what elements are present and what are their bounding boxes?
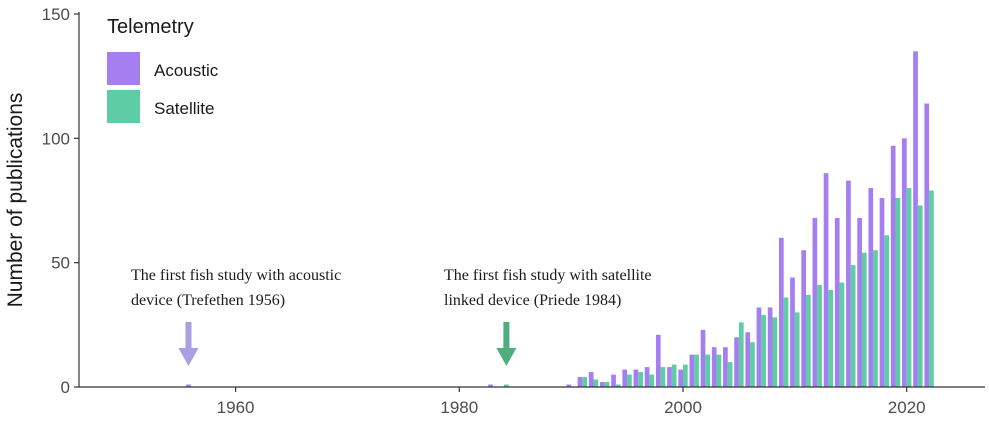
bar-acoustic-1994 — [611, 374, 616, 387]
bar-acoustic-2011 — [801, 250, 807, 387]
bar-satellite-2009 — [783, 297, 789, 387]
bar-satellite-2020 — [906, 188, 912, 387]
bar-satellite-2013 — [828, 290, 834, 387]
bar-satellite-2012 — [817, 285, 822, 387]
y-axis-label: Number of publications — [4, 93, 27, 308]
bar-satellite-2015 — [850, 265, 856, 387]
legend-swatch-acoustic — [107, 52, 140, 85]
bar-acoustic-1999 — [667, 367, 672, 387]
bar-acoustic-2007 — [756, 307, 762, 387]
annotation-acoustic-arrow — [178, 322, 199, 366]
bar-satellite-1994 — [615, 384, 621, 387]
legend-label-satellite: Satellite — [154, 99, 214, 118]
bar-satellite-2018 — [884, 235, 890, 387]
annotation-acoustic-line-2: device (Trefethen 1956) — [131, 292, 285, 309]
bar-acoustic-2003 — [711, 347, 717, 387]
bar-acoustic-2001 — [689, 354, 695, 387]
bar-acoustic-1983 — [488, 384, 493, 387]
bar-satellite-1993 — [604, 382, 610, 387]
bar-acoustic-2019 — [890, 145, 896, 387]
bar-satellite-1984 — [504, 384, 509, 387]
annotation-satellite-line-1: The first fish study with satellite — [444, 267, 652, 284]
bar-acoustic-2017 — [868, 188, 874, 387]
bar-acoustic-2005 — [734, 337, 739, 387]
ticks-layer: 0 50 100 150 1960 1980 2000 2020 — [42, 5, 926, 417]
arrow-shaft-satellite — [503, 322, 510, 350]
bar-acoustic-1992 — [588, 372, 594, 387]
arrow-shaft-acoustic — [185, 322, 192, 350]
x-tick-label-2020: 2020 — [888, 398, 926, 417]
bar-satellite-2021 — [917, 205, 923, 387]
legend-label-acoustic: Acoustic — [154, 61, 219, 80]
bar-satellite-2014 — [839, 282, 845, 387]
bar-acoustic-2000 — [678, 369, 683, 387]
arrow-head-acoustic — [178, 348, 199, 366]
y-tick-label-0: 0 — [61, 378, 70, 397]
bar-satellite-2003 — [716, 354, 722, 387]
bar-satellite-2002 — [705, 354, 711, 387]
annotation-satellite: The first fish study with satellite link… — [444, 267, 652, 366]
bar-satellite-1991 — [582, 377, 588, 387]
bar-acoustic-2009 — [778, 237, 784, 387]
bar-acoustic-1993 — [600, 382, 605, 387]
bar-acoustic-2015 — [846, 180, 851, 387]
bar-satellite-1995 — [627, 374, 632, 387]
bar-satellite-2016 — [861, 252, 867, 387]
annotation-acoustic: The first fish study with acoustic devic… — [131, 267, 341, 366]
bar-satellite-2000 — [683, 364, 688, 387]
bar-satellite-1992 — [593, 379, 599, 387]
bar-satellite-2007 — [761, 314, 766, 387]
legend-swatch-satellite — [107, 90, 140, 123]
annotation-acoustic-line-1: The first fish study with acoustic — [131, 267, 341, 284]
bar-acoustic-2013 — [823, 173, 829, 387]
y-tick-label-50: 50 — [51, 254, 70, 273]
x-tick-label-2000: 2000 — [664, 398, 702, 417]
bar-satellite-2008 — [772, 317, 778, 387]
bar-satellite-2006 — [750, 342, 755, 387]
legend-title: Telemetry — [107, 16, 194, 38]
bar-acoustic-2018 — [879, 198, 885, 387]
y-tick-label-100: 100 — [42, 129, 70, 148]
bar-acoustic-1998 — [655, 334, 661, 387]
bar-acoustic-2021 — [913, 51, 918, 388]
bar-satellite-1998 — [660, 367, 666, 387]
bar-acoustic-2002 — [700, 329, 706, 387]
bar-acoustic-2012 — [812, 217, 818, 387]
arrow-head-satellite — [496, 348, 517, 366]
legend: Telemetry Acoustic Satellite — [107, 16, 219, 123]
bar-satellite-1997 — [649, 374, 655, 387]
x-tick-label-1980: 1980 — [440, 398, 478, 417]
bar-satellite-2005 — [738, 322, 744, 387]
bar-acoustic-1991 — [577, 377, 583, 387]
bar-satellite-1999 — [671, 364, 677, 387]
bar-acoustic-1956 — [186, 384, 191, 387]
bar-acoustic-2014 — [834, 217, 840, 387]
bar-satellite-1996 — [638, 372, 643, 387]
bar-satellite-2022 — [929, 190, 934, 387]
axes-layer — [78, 12, 985, 388]
bar-acoustic-2020 — [902, 138, 907, 387]
bar-acoustic-2016 — [857, 217, 862, 387]
bar-satellite-2011 — [806, 294, 811, 387]
annotation-satellite-arrow — [496, 322, 517, 366]
bar-acoustic-2006 — [745, 332, 751, 387]
bar-acoustic-2004 — [723, 347, 728, 387]
x-tick-label-1960: 1960 — [217, 398, 255, 417]
bar-acoustic-2008 — [767, 307, 773, 387]
bar-acoustic-1990 — [566, 384, 572, 387]
annotation-satellite-line-2: linked device (Priede 1984) — [444, 292, 621, 309]
y-tick-label-150: 150 — [42, 5, 70, 24]
bar-satellite-2019 — [895, 198, 901, 387]
bar-satellite-2017 — [873, 250, 878, 387]
bar-acoustic-2010 — [790, 277, 795, 387]
bars-layer — [186, 51, 934, 388]
bar-acoustic-2022 — [924, 103, 930, 388]
bar-acoustic-1996 — [633, 369, 639, 387]
bar-acoustic-1995 — [622, 369, 628, 387]
bar-satellite-2001 — [694, 354, 699, 387]
bar-satellite-2004 — [727, 362, 733, 387]
bar-satellite-2010 — [794, 312, 800, 387]
bar-acoustic-1997 — [644, 367, 650, 387]
